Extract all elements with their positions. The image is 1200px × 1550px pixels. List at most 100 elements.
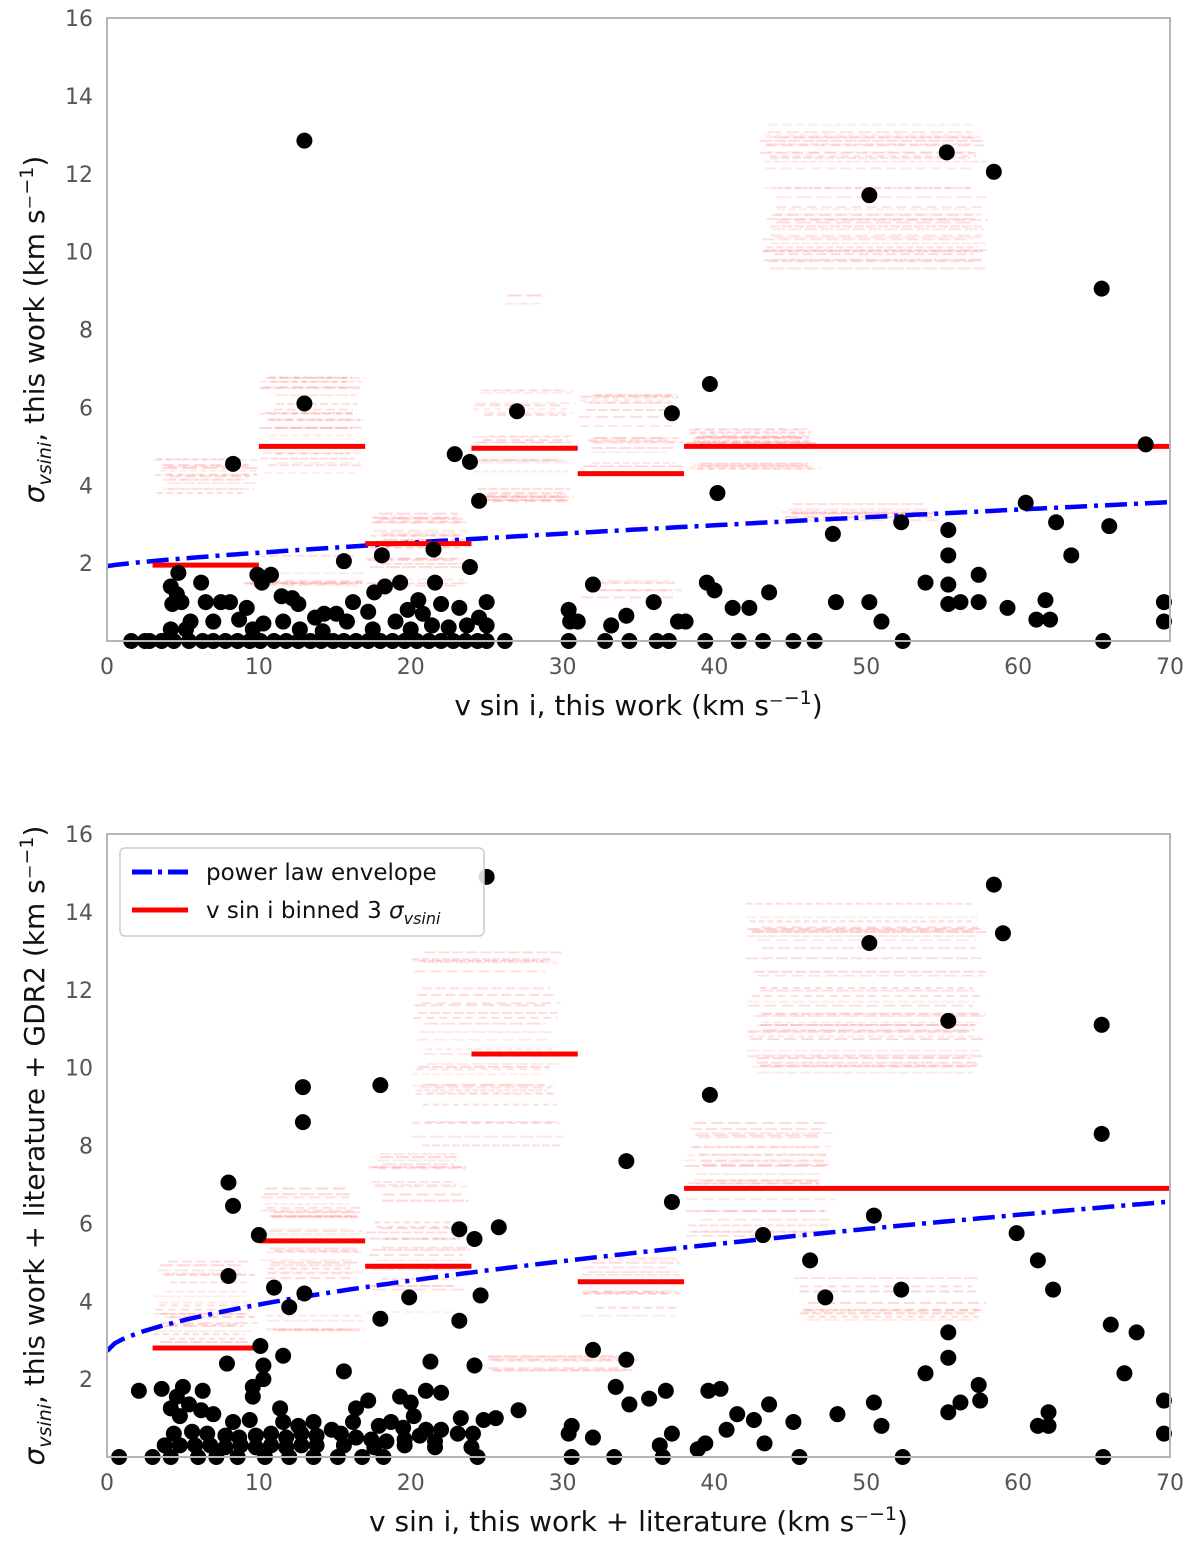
y-tick-label: 10 (65, 1057, 93, 1082)
data-point (305, 1413, 322, 1430)
data-point (487, 1410, 504, 1427)
data-point (618, 1153, 635, 1170)
data-point (663, 1193, 680, 1210)
data-point (392, 574, 409, 591)
chart-panel-1: 0 10 20 30 40 50 60 70 2 4 6 8 10 12 14 16 v sin i, this… (16, 7, 1184, 722)
data-point (970, 566, 987, 583)
data-point (293, 1437, 310, 1454)
data-point (451, 599, 468, 616)
data-point (1155, 1392, 1172, 1409)
data-point (917, 574, 934, 591)
x-tick-label: 40 (700, 1471, 728, 1496)
data-point (372, 1310, 389, 1327)
data-point (873, 1417, 890, 1434)
data-point (225, 1197, 242, 1214)
y-axis-title: σvsini, this work + literature + GDR2 (k… (16, 826, 56, 1466)
data-point (701, 1086, 718, 1103)
data-point (1093, 1125, 1110, 1142)
data-point (952, 1394, 969, 1411)
legend: power law envelope v sin i binned 3 σvsin… (119, 847, 485, 937)
data-point (220, 1267, 237, 1284)
data-point (348, 1400, 365, 1417)
bootstrap-cloud (259, 1187, 366, 1332)
data-point (275, 613, 292, 630)
data-point (402, 1394, 419, 1411)
data-point (250, 1227, 267, 1244)
bootstrap-cloud (259, 376, 365, 475)
data-point (1116, 1365, 1133, 1382)
data-point (231, 611, 248, 628)
x-tick-label: 20 (397, 655, 425, 680)
data-point (1155, 613, 1172, 630)
data-point (433, 596, 450, 613)
x-tick-label: 60 (1004, 655, 1032, 680)
x-tick-label: 50 (852, 1471, 880, 1496)
data-point (861, 935, 878, 952)
data-point (1137, 436, 1154, 453)
data-point (205, 613, 222, 630)
data-point (940, 576, 957, 593)
data-point (433, 1384, 450, 1401)
data-point (917, 1365, 934, 1382)
data-point (785, 1413, 802, 1430)
data-point (193, 574, 210, 591)
data-point (657, 1382, 674, 1399)
data-point (584, 1429, 601, 1446)
data-point (985, 876, 1002, 893)
data-point (290, 596, 307, 613)
data-point (761, 584, 778, 601)
data-point (603, 617, 620, 634)
data-point (712, 1380, 729, 1397)
data-point (677, 613, 694, 630)
data-point (372, 1077, 389, 1094)
data-point (218, 1355, 235, 1372)
power-law-envelope-line (107, 1199, 1170, 1353)
data-point (263, 1425, 280, 1442)
data-point (396, 1437, 413, 1454)
x-axis-title: v sin i, this work + literature (km s⁻−1… (369, 1503, 908, 1538)
x-axis-title: v sin i, this work (km s⁻−1) (454, 687, 822, 722)
data-point (225, 455, 242, 472)
data-point (338, 613, 355, 630)
data-point (478, 594, 495, 611)
data-point (422, 1353, 439, 1370)
y-tick-label: 8 (79, 1135, 93, 1160)
bootstrap-cloud (577, 1257, 683, 1317)
data-point (745, 1412, 762, 1429)
legend-box (119, 847, 485, 937)
y-tick-label: 16 (65, 7, 93, 32)
bootstrap-cloud (685, 428, 821, 470)
y-tick-label: 8 (79, 319, 93, 344)
data-point (272, 1400, 289, 1417)
data-point (464, 1425, 481, 1442)
y-tick-label: 14 (65, 85, 93, 110)
data-point (417, 1382, 434, 1399)
x-tick-label: 30 (549, 655, 577, 680)
legend-label: v sin i binned 3 σvsini (206, 898, 441, 928)
data-point (471, 492, 488, 509)
data-point (423, 617, 440, 634)
data-point (225, 1413, 242, 1430)
y-tick-label: 16 (65, 823, 93, 848)
plot-area (107, 123, 1170, 599)
data-point (360, 603, 377, 620)
data-point (724, 599, 741, 616)
data-point (940, 596, 957, 613)
data-point (999, 599, 1016, 616)
data-point (410, 592, 427, 609)
data-point (865, 1207, 882, 1224)
data-point (1101, 518, 1118, 535)
data-point (414, 605, 431, 622)
x-tick-label: 70 (1156, 1471, 1184, 1496)
data-point (1017, 494, 1034, 511)
data-point (222, 594, 239, 611)
data-point (458, 617, 475, 634)
data-point (861, 187, 878, 204)
axes-frame (106, 833, 1171, 1458)
data-point (645, 594, 662, 611)
data-point (275, 1347, 292, 1364)
data-point (170, 564, 187, 581)
data-point (294, 1079, 311, 1096)
data-point (1048, 514, 1065, 531)
data-point (252, 1338, 269, 1355)
